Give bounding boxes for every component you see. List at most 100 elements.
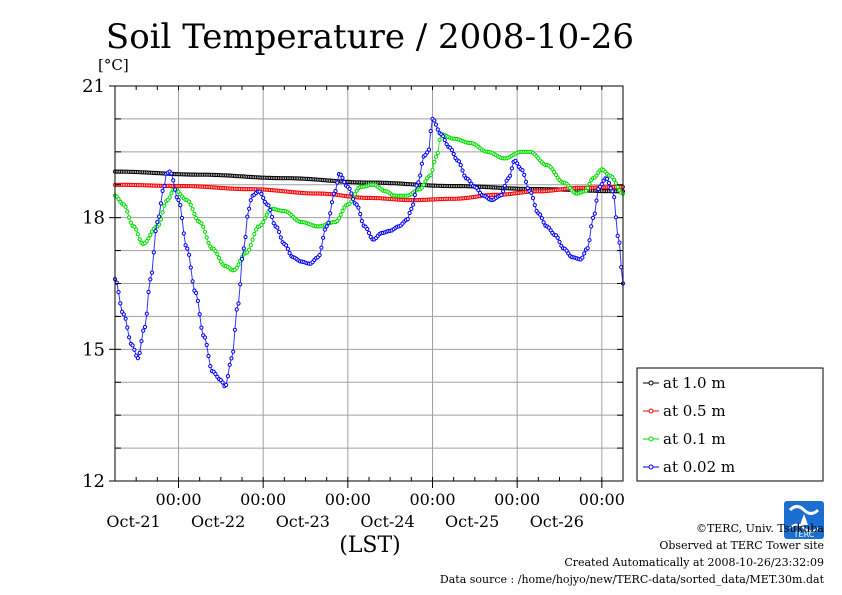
data-point: [336, 216, 342, 221]
y-tick-label: 18: [82, 208, 105, 229]
data-point: [615, 184, 620, 190]
data-point: [187, 252, 192, 257]
data-point: [144, 311, 149, 316]
data-point: [530, 196, 536, 201]
data-point: [615, 233, 620, 238]
data-point: [538, 212, 543, 217]
data-point: [172, 187, 178, 192]
data-point: [137, 350, 142, 355]
data-point: [132, 224, 137, 229]
data-point: [275, 225, 280, 230]
legend-marker: [648, 464, 654, 470]
data-point: [437, 137, 442, 142]
data-point: [592, 211, 597, 216]
data-point: [127, 215, 132, 220]
data-point: [441, 134, 446, 139]
data-point: [432, 159, 437, 165]
y-axis: 12 15 18 21: [82, 76, 623, 492]
data-point: [160, 188, 165, 193]
data-point: [319, 245, 324, 250]
data-point: [269, 214, 275, 219]
data-point: [202, 229, 208, 234]
data-point: [276, 229, 282, 234]
data-point: [612, 195, 617, 200]
data-point: [433, 122, 439, 127]
data-point: [195, 298, 200, 303]
data-point: [139, 339, 144, 344]
data-point: [349, 191, 354, 196]
data-point: [148, 232, 153, 238]
data-point: [248, 243, 253, 248]
data-point: [409, 206, 414, 211]
data-point: [557, 239, 562, 244]
data-point: [359, 218, 364, 224]
data-point: [225, 374, 230, 379]
data-point: [499, 193, 504, 198]
data-point: [213, 248, 218, 254]
data-point: [539, 216, 545, 221]
x-tick-time: 00:00: [579, 490, 625, 509]
data-point: [236, 262, 241, 267]
data-point: [174, 195, 179, 200]
data-point: [587, 181, 592, 186]
data-point: [515, 161, 520, 166]
x-tick-time: 00:00: [494, 490, 540, 509]
data-point: [149, 270, 155, 275]
terc-logo: TERC: [784, 501, 824, 539]
data-point: [224, 382, 229, 388]
data-point: [178, 203, 183, 208]
data-point: [169, 171, 174, 176]
data-point: [342, 180, 347, 185]
data-point: [153, 229, 158, 234]
data-point: [238, 282, 243, 287]
data-point: [335, 180, 340, 185]
data-point: [590, 215, 596, 220]
data-point: [458, 162, 463, 168]
data-point: [187, 199, 192, 204]
data-point: [585, 246, 590, 251]
data-point: [239, 257, 245, 262]
data-point: [234, 265, 239, 270]
data-point: [617, 240, 622, 245]
data-point: [137, 237, 142, 242]
data-point: [158, 201, 163, 206]
data-point: [354, 202, 359, 207]
data-point: [241, 246, 246, 251]
data-point: [285, 246, 290, 251]
data-point: [148, 277, 153, 282]
x-tick-time: 00:00: [155, 490, 201, 509]
data-point: [245, 214, 250, 219]
data-point: [508, 173, 513, 178]
data-point: [467, 178, 472, 183]
data-point: [268, 207, 273, 213]
data-point: [541, 220, 546, 225]
data-point: [162, 184, 167, 189]
data-point: [229, 356, 234, 361]
data-point: [411, 202, 416, 207]
data-point: [236, 301, 241, 306]
data-point: [407, 210, 412, 216]
data-point: [580, 255, 585, 260]
legend: at 1.0 m at 0.5 m at 0.1 m at 0.02 m: [643, 374, 735, 476]
data-point: [188, 265, 193, 270]
data-point: [116, 196, 121, 202]
x-axis-label: (LST): [339, 533, 401, 558]
data-point: [135, 356, 140, 361]
data-point: [589, 224, 594, 229]
y-axis-label: [°C]: [98, 56, 129, 74]
series-at-0-1-m: [112, 132, 626, 273]
data-point: [582, 251, 587, 256]
data-point: [329, 200, 335, 205]
created-note: Created Automatically at 2008-10-26/23:3…: [564, 556, 824, 569]
logo-text: TERC: [793, 530, 815, 539]
data-point: [134, 227, 139, 232]
x-tick-date: Oct-25: [445, 512, 499, 531]
data-point: [266, 203, 271, 208]
legend-marker: [648, 436, 654, 442]
data-point: [550, 167, 555, 172]
data-point: [525, 186, 530, 191]
data-point: [259, 222, 264, 227]
data-point: [243, 234, 248, 240]
data-point: [451, 151, 456, 157]
